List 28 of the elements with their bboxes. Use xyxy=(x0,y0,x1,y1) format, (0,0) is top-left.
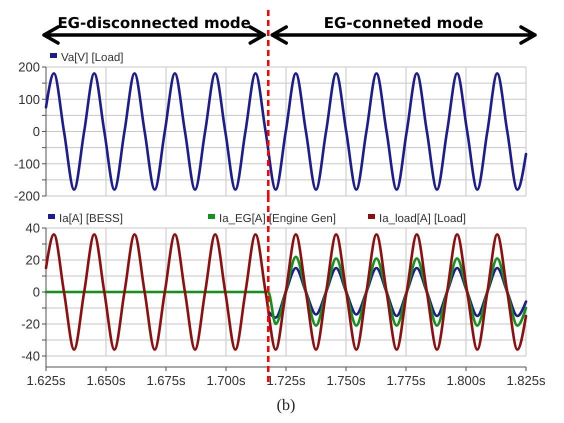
y-tick-label: -100 xyxy=(14,156,40,172)
y-tick-label: 0 xyxy=(32,284,40,300)
x-tick-label: 1.750s xyxy=(326,373,366,388)
legend-label: Va[V] [Load] xyxy=(61,52,124,64)
x-tick-label: 1.775s xyxy=(386,373,426,388)
y-tick-label: 40 xyxy=(26,220,40,236)
line-series xyxy=(44,72,528,191)
x-tick-label: 1.725s xyxy=(266,373,306,388)
text: EG-conneted mode xyxy=(324,14,484,32)
y-tick-label: -20 xyxy=(21,316,40,332)
text: EG-disconnected mode xyxy=(57,14,251,32)
x-tick-label: 1.650s xyxy=(86,373,126,388)
y-tick-label: 200 xyxy=(18,60,40,75)
y-tick-label: -200 xyxy=(14,188,40,204)
text: (b) xyxy=(276,397,296,414)
x-tick-label: 1.700s xyxy=(206,373,246,388)
x-tick-label: 1.800s xyxy=(446,373,486,388)
x-tick-label: 1.675s xyxy=(146,373,186,388)
x-tick-label: 1.825s xyxy=(506,373,546,388)
legend-label: Ia[A] [BESS] xyxy=(59,213,123,226)
y-tick-label: 0 xyxy=(32,124,40,140)
legend-label: Ia_EG[A] [Engine Gen] xyxy=(219,213,336,226)
line-series xyxy=(44,233,528,351)
y-tick-label: 100 xyxy=(18,92,40,107)
y-tick-label: 20 xyxy=(26,252,40,268)
y-tick-label: -40 xyxy=(21,348,40,364)
legend-label: Ia_load[A] [Load] xyxy=(379,213,466,226)
x-tick-label: 1.625s xyxy=(26,373,66,388)
